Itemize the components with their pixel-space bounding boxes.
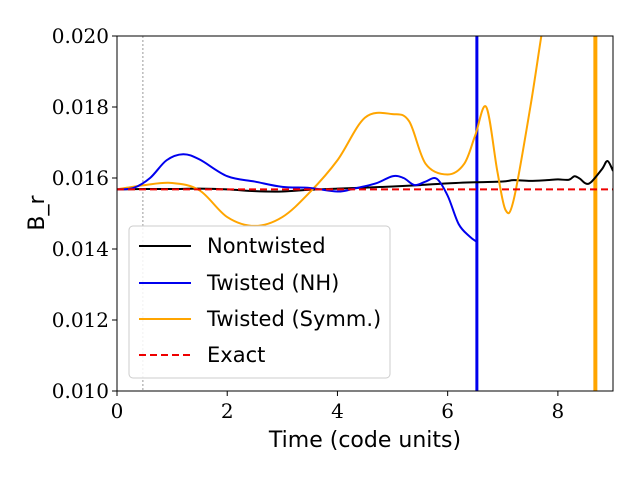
legend: Nontwisted Twisted (NH) Twisted (Symm.) … bbox=[128, 225, 391, 379]
series-line-twisted-symm bbox=[117, 36, 543, 227]
x-tick-label: 2 bbox=[221, 399, 234, 423]
plot-area bbox=[117, 36, 613, 391]
y-tick-label: 0.018 bbox=[52, 95, 109, 119]
y-tick-label: 0.020 bbox=[52, 24, 109, 48]
legend-label-twisted-nh: Twisted (NH) bbox=[206, 271, 339, 295]
x-tick-label: 4 bbox=[331, 399, 344, 423]
x-tick-label: 6 bbox=[441, 399, 454, 423]
axis-ticks: 0 2 4 6 8 0.010 0.012 0.014 0.016 0.018 0.020 bbox=[52, 24, 565, 423]
x-tick-label: 8 bbox=[552, 399, 565, 423]
x-axis-title: Time (code units) bbox=[268, 428, 461, 453]
legend-label-twisted-symm: Twisted (Symm.) bbox=[206, 307, 381, 331]
y-tick-label: 0.016 bbox=[52, 166, 109, 190]
series-line-twisted-nh bbox=[117, 153, 478, 243]
series-line-nontwisted bbox=[117, 159, 613, 193]
legend-box bbox=[128, 225, 391, 379]
y-tick-label: 0.010 bbox=[52, 379, 109, 403]
y-tick-label: 0.012 bbox=[52, 308, 109, 332]
legend-label-exact: Exact bbox=[207, 343, 265, 367]
y-axis-title: B_r bbox=[25, 194, 50, 230]
y-tick-label: 0.014 bbox=[52, 237, 109, 261]
plot-frame bbox=[116, 35, 614, 392]
x-tick-label: 0 bbox=[111, 399, 124, 423]
legend-label-nontwisted: Nontwisted bbox=[207, 234, 326, 258]
